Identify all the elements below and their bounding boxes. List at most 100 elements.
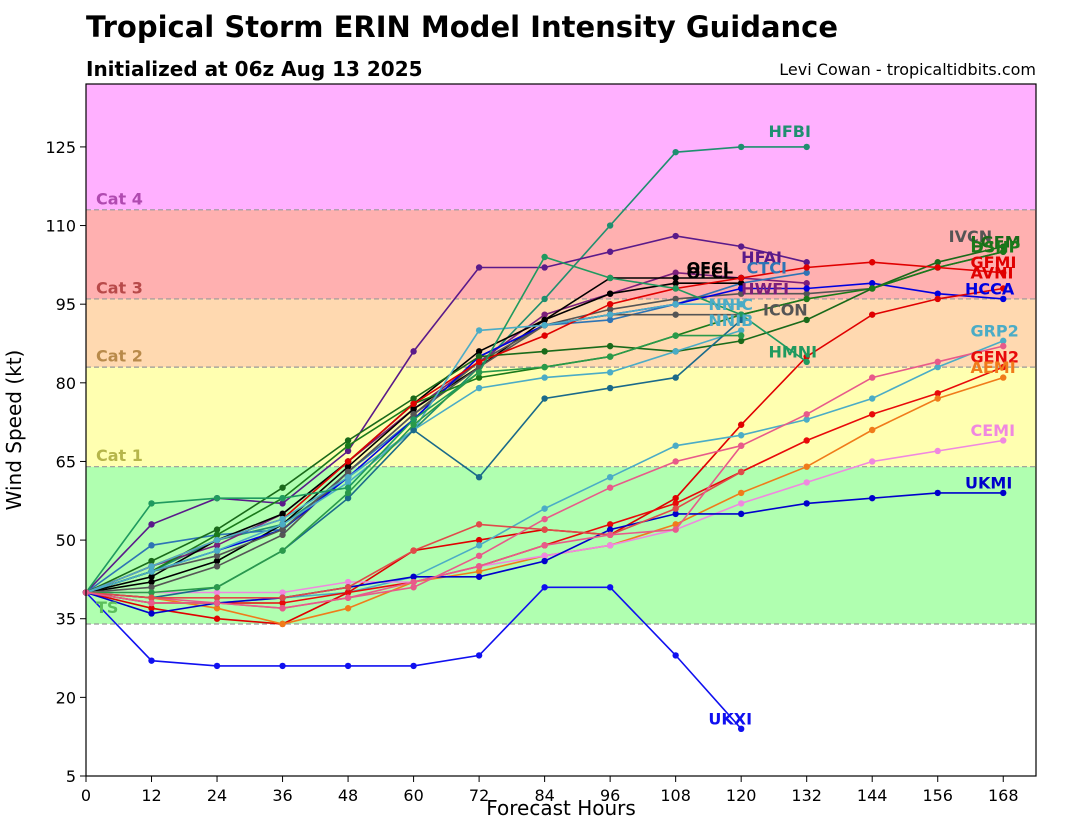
x-tick-label: 84	[534, 786, 554, 805]
data-point	[934, 358, 941, 366]
data-point	[279, 620, 286, 628]
data-point	[279, 494, 286, 502]
data-point	[672, 274, 679, 282]
data-point	[279, 531, 286, 539]
series-label: DSHP	[970, 238, 1020, 257]
data-point	[803, 463, 810, 470]
data-point	[606, 384, 614, 392]
band-4	[86, 209, 1036, 299]
x-axis-label: Forecast Hours	[486, 796, 636, 820]
series-label: HCCA	[965, 279, 1015, 298]
data-point	[475, 536, 483, 544]
data-point	[148, 657, 155, 664]
data-point	[279, 526, 286, 533]
data-point	[869, 280, 876, 287]
data-point	[344, 494, 352, 502]
data-point	[737, 285, 745, 292]
data-point	[803, 269, 810, 276]
data-point	[541, 542, 548, 549]
data-point	[279, 515, 286, 523]
data-point	[344, 458, 352, 465]
series-label: HWFI	[741, 279, 789, 298]
data-point	[541, 584, 548, 591]
data-point	[410, 573, 417, 580]
data-point	[213, 547, 221, 554]
data-point	[213, 605, 221, 612]
chart-subtitle: Initialized at 06z Aug 13 2025	[86, 57, 423, 81]
data-point	[279, 547, 286, 554]
data-point	[803, 500, 810, 507]
data-point	[606, 584, 614, 591]
data-point	[606, 306, 614, 313]
data-point	[279, 594, 286, 601]
data-point	[606, 300, 614, 308]
data-point	[213, 599, 221, 607]
series-label: UKMI	[965, 473, 1012, 492]
series-label: GFMI	[970, 253, 1016, 272]
data-point	[672, 295, 679, 303]
data-point	[737, 327, 745, 334]
data-point	[475, 358, 483, 366]
data-point	[869, 311, 876, 318]
series-ofci	[82, 280, 745, 596]
data-point	[934, 290, 941, 297]
data-point	[541, 363, 548, 371]
data-point	[737, 725, 745, 733]
data-point	[148, 589, 155, 596]
data-point	[869, 395, 876, 402]
data-point	[737, 432, 745, 439]
chart-credit: Levi Cowan - tropicaltidbits.com	[779, 60, 1036, 79]
data-point	[541, 348, 548, 355]
data-point	[213, 536, 221, 544]
data-point	[737, 337, 745, 345]
data-point	[737, 274, 745, 282]
data-point	[148, 578, 155, 586]
data-point	[541, 321, 548, 329]
data-point	[213, 552, 221, 560]
data-point	[803, 416, 810, 423]
data-point	[344, 447, 352, 455]
series-label: GRP2	[970, 321, 1018, 340]
series-label: CTCI	[747, 258, 787, 277]
chart-title: Tropical Storm ERIN Model Intensity Guid…	[86, 10, 839, 44]
data-point	[606, 369, 614, 376]
data-point	[475, 374, 483, 381]
category-bands	[86, 84, 1036, 776]
data-point	[737, 421, 745, 428]
data-point	[541, 515, 548, 523]
data-point	[541, 311, 548, 318]
series-line	[85, 271, 807, 594]
data-point	[541, 505, 548, 512]
data-point	[148, 500, 155, 507]
data-point	[672, 500, 679, 507]
series-label: GEN2	[970, 348, 1019, 367]
data-point	[869, 285, 876, 292]
y-tick-label: 95	[56, 295, 76, 314]
data-point	[803, 411, 810, 418]
data-point	[410, 578, 417, 586]
data-point	[541, 395, 548, 402]
data-point	[410, 400, 417, 407]
x-tick-label: 36	[272, 786, 292, 805]
data-point	[148, 563, 155, 570]
data-point	[672, 442, 679, 449]
series-label: ICON	[763, 300, 808, 319]
data-point	[148, 568, 155, 575]
data-point	[475, 552, 483, 560]
data-point	[344, 662, 352, 670]
data-point	[803, 143, 810, 151]
series-label: IVCN	[949, 227, 992, 246]
data-point	[737, 468, 745, 476]
data-point	[279, 599, 286, 607]
data-point	[410, 416, 417, 423]
data-point	[344, 437, 352, 444]
y-tick-label: 50	[56, 531, 76, 550]
data-point	[410, 395, 417, 402]
data-point	[475, 473, 483, 481]
data-point	[737, 243, 745, 250]
data-point	[410, 662, 417, 670]
data-point	[869, 411, 876, 418]
data-point	[934, 447, 941, 455]
data-point	[279, 589, 286, 596]
category-labels: TS Cat 1 Cat 2 Cat 3 Cat 4	[96, 189, 143, 617]
